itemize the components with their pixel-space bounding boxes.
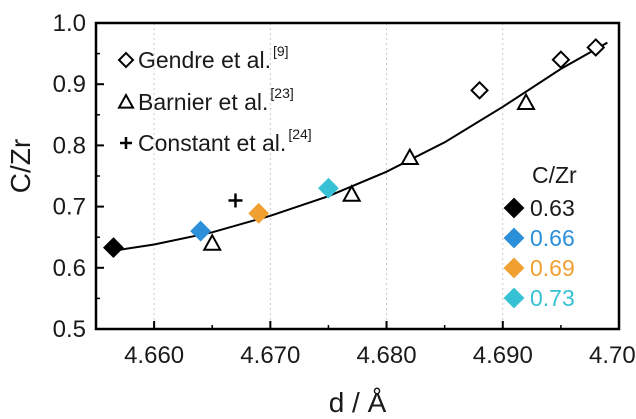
y-tick-label: 0.8: [53, 132, 86, 159]
y-tick-label: 0.7: [53, 194, 86, 221]
y-axis-title: C/Zr: [5, 139, 36, 193]
x-tick-label: 4.700: [589, 342, 636, 369]
legend-triangle-icon: [117, 92, 135, 109]
constant-point: [228, 193, 243, 208]
legend-label: Constant et al.: [138, 130, 286, 156]
legend-reference: [9]: [273, 43, 289, 59]
value-legend-label: 0.63: [530, 195, 575, 221]
value-legend-swatch: [503, 227, 525, 249]
highlighted-point: [248, 202, 270, 224]
data-points: [103, 38, 606, 259]
y-tick-label: 0.9: [53, 71, 86, 98]
fit-curve: [113, 41, 608, 252]
y-tick-label: 1.0: [53, 10, 86, 37]
series-legend: Gendre et al. [9] Barnier et al. [23] Consta…: [117, 43, 312, 156]
value-legend-swatch: [503, 197, 525, 219]
x-tick-label: 4.680: [357, 342, 417, 369]
x-tick-label: 4.670: [240, 342, 300, 369]
barnier-point: [400, 147, 420, 166]
highlighted-point: [103, 237, 124, 259]
gendre-point: [586, 38, 606, 57]
highlighted-point: [190, 220, 212, 242]
x-tick-label: 4.690: [473, 342, 533, 369]
value-legend-label: 0.69: [530, 255, 575, 281]
y-tick-label: 0.5: [53, 316, 86, 343]
value-legend-title: C/Zr: [532, 162, 577, 188]
legend-plus-icon: [120, 137, 132, 149]
highlighted-point: [318, 177, 339, 199]
value-legend-label: 0.66: [530, 225, 575, 251]
value-legend-label: 0.73: [530, 285, 575, 311]
legend-reference: [24]: [288, 126, 311, 142]
x-tick-label: 4.660: [124, 342, 184, 369]
value-legend-swatch: [503, 257, 525, 279]
legend-label: Gendre et al.: [138, 47, 271, 73]
y-tick-label: 0.6: [53, 255, 86, 282]
x-axis-title: d / Å: [329, 387, 387, 418]
gendre-point: [470, 80, 489, 100]
barnier-point: [202, 233, 222, 251]
axis-ticks: 4.660 4.670 4.680 4.690 4.700 0.5 0.6 0.7 0.8 0.9…: [53, 10, 636, 369]
legend-label: Barnier et al.: [138, 89, 268, 115]
legend-reference: [23]: [270, 85, 293, 101]
gendre-point: [551, 50, 571, 70]
barnier-point: [516, 92, 536, 110]
barnier-point: [341, 184, 362, 202]
legend-diamond-icon: [117, 51, 135, 69]
value-legend-swatch: [503, 287, 525, 309]
value-legend: C/Zr 0.63 0.66 0.69 0.73: [503, 162, 577, 311]
